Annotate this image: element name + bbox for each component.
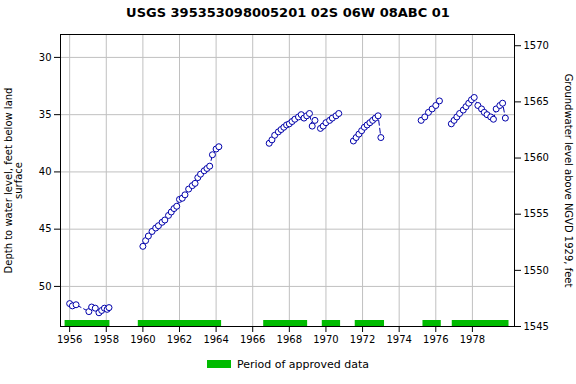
svg-text:1968: 1968: [277, 334, 302, 345]
svg-text:1972: 1972: [350, 334, 375, 345]
svg-text:30: 30: [39, 52, 52, 63]
svg-text:50: 50: [39, 281, 52, 292]
svg-text:1970: 1970: [313, 334, 338, 345]
html-text:USGS 395353098005201 02S 06W 0: USGS 395353098005201 02S 06W 08ABC 01: [126, 5, 450, 20]
svg-text:1978: 1978: [460, 334, 485, 345]
svg-text:1976: 1976: [423, 334, 448, 345]
svg-text:Groundwater level above NGVD 1: Groundwater level above NGVD 1929, feet: [563, 74, 574, 288]
html-text:Period of approved data: Period of approved data: [236, 357, 370, 371]
svg-text:40: 40: [39, 166, 52, 177]
svg-text:1565: 1565: [524, 96, 549, 107]
svg-text:1962: 1962: [167, 334, 192, 345]
svg-text:1964: 1964: [203, 334, 228, 345]
svg-text:1570: 1570: [524, 40, 549, 51]
svg-text:1974: 1974: [386, 334, 411, 345]
svg-text:1966: 1966: [240, 334, 265, 345]
svg-text:1960: 1960: [130, 334, 155, 345]
svg-text:1560: 1560: [524, 152, 549, 163]
svg-text:Depth to water level, feet bel: Depth to water level, feet below landsur…: [3, 88, 24, 274]
svg-text:1956: 1956: [57, 334, 82, 345]
svg-text:45: 45: [39, 223, 52, 234]
svg-text:1555: 1555: [524, 208, 549, 219]
svg-text:1958: 1958: [94, 334, 119, 345]
svg-text:1545: 1545: [524, 321, 549, 332]
svg-text:1550: 1550: [524, 265, 549, 276]
svg-text:35: 35: [39, 109, 52, 120]
